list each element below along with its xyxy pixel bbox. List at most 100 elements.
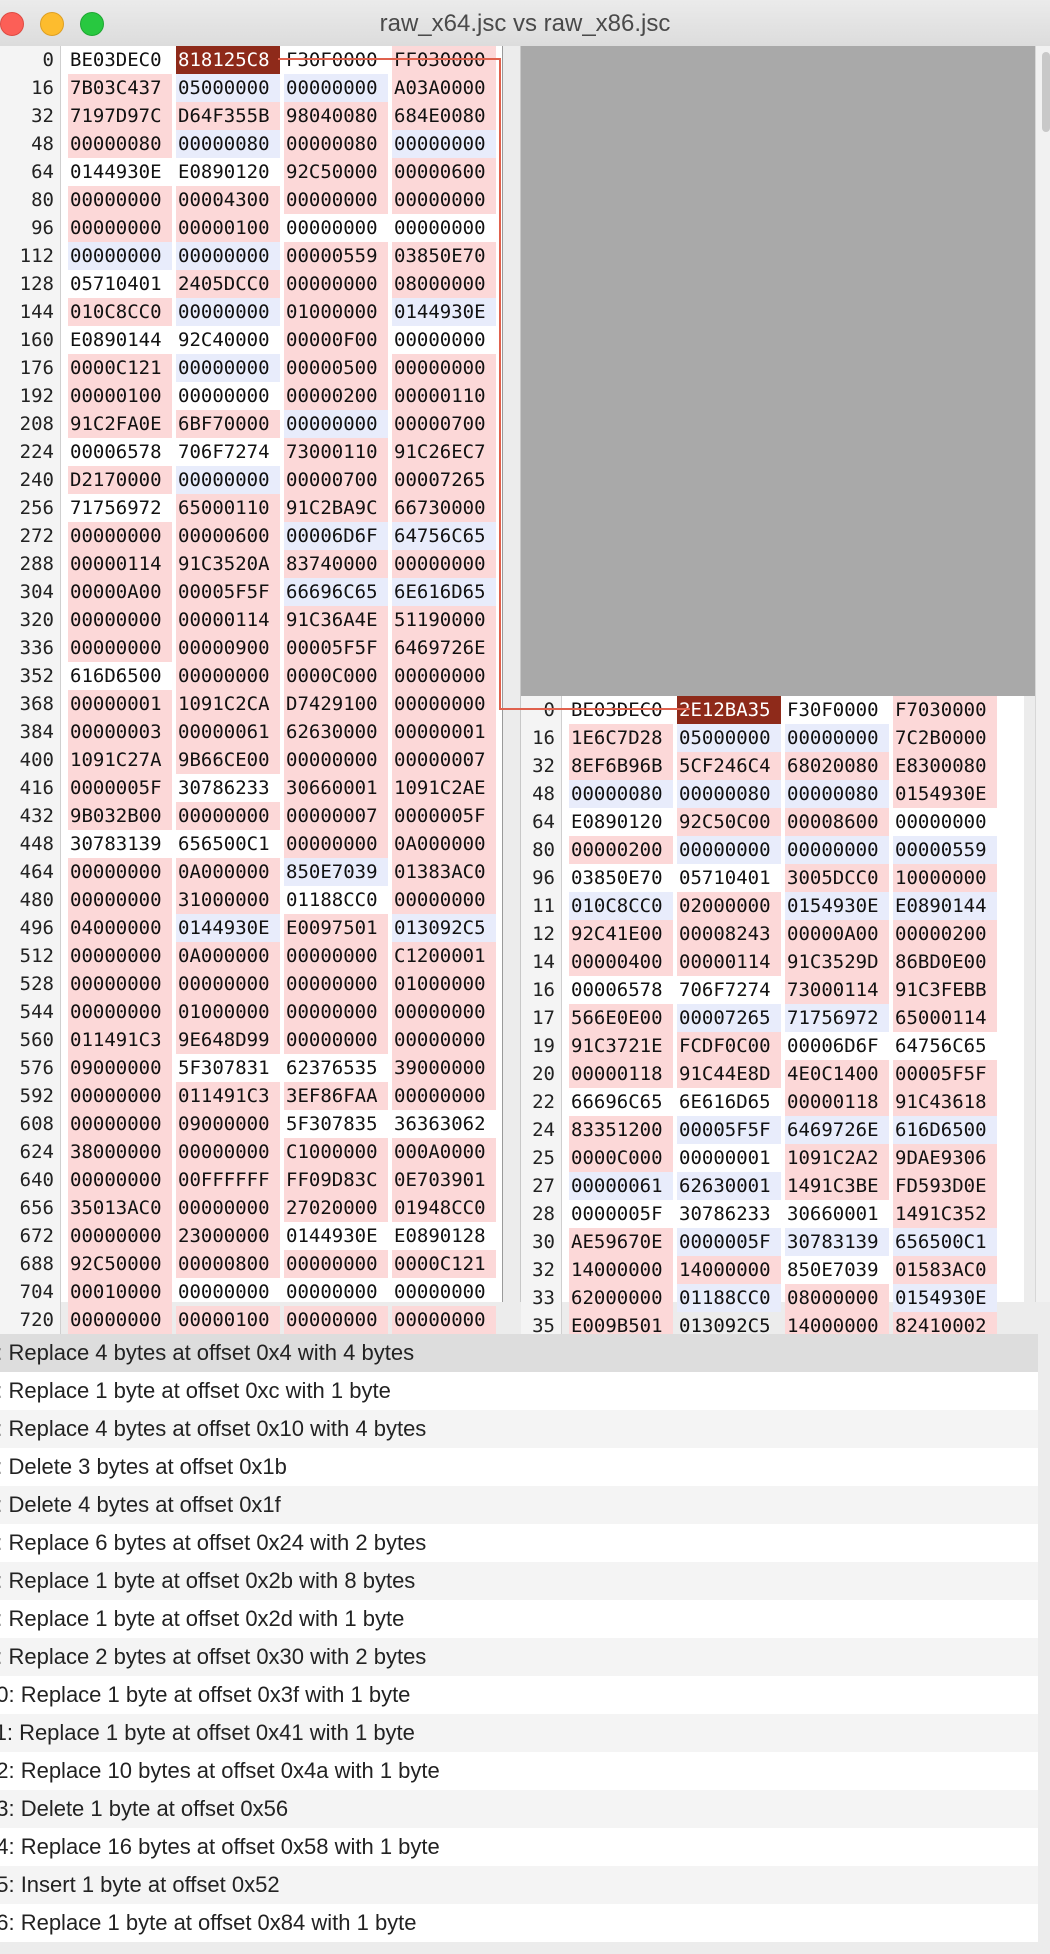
hex-word[interactable]: 0E703901 [392, 1166, 496, 1194]
hex-word[interactable]: 30783139 [70, 833, 162, 855]
hex-word[interactable]: 013092C5 [392, 914, 496, 942]
hex-row[interactable]: 592 00000000 011491C3 3EF86FAA 00000000 [0, 1082, 502, 1110]
hex-row[interactable]: 304 00000A00 00005F5F 66696C65 6E616D65 [0, 578, 502, 606]
hex-row[interactable]: 11 010C8CC0 02000000 0154930E E0890144 [521, 892, 1024, 920]
hex-word[interactable]: 00000007 [392, 746, 496, 774]
hex-word[interactable]: 00000000 [68, 606, 172, 634]
hex-row[interactable]: 400 1091C27A 9B66CE00 00000000 00000007 [0, 746, 502, 774]
hex-word[interactable]: 0144930E [286, 1225, 378, 1247]
hex-word[interactable]: 83740000 [284, 550, 388, 578]
hex-word[interactable]: 00000A00 [68, 578, 172, 606]
hex-word[interactable]: 27020000 [284, 1194, 388, 1222]
hex-word[interactable]: 00000600 [176, 522, 280, 550]
hex-word[interactable]: AE59670E [569, 1228, 673, 1256]
hex-word[interactable]: 09000000 [176, 1110, 280, 1138]
hex-word[interactable]: 31000000 [176, 886, 280, 914]
hex-word[interactable]: 0A000000 [392, 830, 496, 858]
hex-word[interactable]: 03850E70 [392, 242, 496, 270]
hex-row[interactable]: 27 00000061 62630001 1491C3BE FD593D0E [521, 1172, 1024, 1200]
hex-word[interactable]: 0000005F [68, 774, 172, 802]
hex-word[interactable]: 91C3FEBB [893, 976, 997, 1004]
hex-word[interactable]: 684E0080 [392, 102, 496, 130]
hex-row[interactable]: 19 91C3721E FCDF0C00 00006D6F 64756C65 [521, 1032, 1024, 1060]
hex-word[interactable]: 08000000 [392, 270, 496, 298]
hex-word[interactable]: 00000000 [394, 1281, 486, 1303]
hex-row[interactable]: 144 010C8CC0 00000000 01000000 0144930E [0, 298, 502, 326]
hex-row[interactable]: 64 E0890120 92C50C00 00008600 00000000 [521, 808, 1024, 836]
hex-word[interactable]: 00000000 [392, 130, 496, 158]
hex-row[interactable]: 624 38000000 00000000 C1000000 000A0000 [0, 1138, 502, 1166]
hex-word[interactable]: 00000200 [893, 920, 997, 948]
hex-row[interactable]: 368 00000001 1091C2CA D7429100 00000000 [0, 690, 502, 718]
hex-word[interactable]: 00000000 [176, 298, 280, 326]
hex-word[interactable]: 00005F5F [677, 1116, 781, 1144]
hex-row[interactable]: 112 00000000 00000000 00000559 03850E70 [0, 242, 502, 270]
hex-word[interactable]: 00000700 [284, 466, 388, 494]
hex-row[interactable]: 496 04000000 0144930E E0097501 013092C5 [0, 914, 502, 942]
hex-word[interactable]: 71756972 [70, 497, 162, 519]
hex-word[interactable]: 00000118 [785, 1088, 889, 1116]
left-hex-pane[interactable]: 0 BE03DEC0 818125C8 F30F0000 FF030000 16 7B03C… [0, 46, 503, 1334]
hex-word[interactable]: 00000000 [68, 1082, 172, 1110]
hex-row[interactable]: 208 91C2FA0E 6BF70000 00000000 00000700 [0, 410, 502, 438]
hex-word[interactable]: 00000500 [284, 354, 388, 382]
hex-word[interactable]: 64756C65 [392, 522, 496, 550]
hex-word[interactable]: 00000000 [677, 836, 781, 864]
hex-word[interactable]: 0154930E [893, 1284, 997, 1312]
hex-word[interactable]: 00000000 [68, 1222, 172, 1250]
hex-word[interactable]: 011491C3 [176, 1082, 280, 1110]
hex-word[interactable]: 00006578 [70, 441, 162, 463]
hex-word[interactable]: FCDF0C00 [677, 1032, 781, 1060]
hex-word[interactable]: 6469726E [785, 1116, 889, 1144]
close-window-button[interactable] [0, 12, 24, 36]
hex-word[interactable]: 14000000 [569, 1256, 673, 1284]
hex-word[interactable]: 91C3721E [569, 1032, 673, 1060]
hex-word[interactable]: 00006578 [571, 979, 663, 1001]
hex-word[interactable]: 30660001 [284, 774, 388, 802]
hex-row[interactable]: 240 D2170000 00000000 00000700 00007265 [0, 466, 502, 494]
hex-word[interactable]: 86BD0E00 [893, 948, 997, 976]
hex-row[interactable]: 22 66696C65 6E616D65 00000118 91C43618 [521, 1088, 1024, 1116]
hex-word[interactable]: 0000C121 [392, 1250, 496, 1278]
hex-row[interactable]: 32 8EF6B96B 5CF246C4 68020080 E8300080 [521, 752, 1024, 780]
vertical-scrollbar[interactable] [1035, 46, 1050, 1302]
hex-word[interactable]: 1491C352 [893, 1200, 997, 1228]
hex-word[interactable]: 00000000 [68, 214, 172, 242]
hex-row[interactable]: 80 00000200 00000000 00000000 00000559 [521, 836, 1024, 864]
hex-word[interactable]: FD593D0E [893, 1172, 997, 1200]
hex-word[interactable]: 91C2FA0E [68, 410, 172, 438]
hex-word[interactable]: F30F0000 [286, 49, 378, 71]
hex-word[interactable]: 6469726E [392, 634, 496, 662]
hex-word[interactable]: C1000000 [284, 1138, 388, 1166]
hex-word[interactable]: 6E616D65 [392, 578, 496, 606]
hex-word[interactable]: 30783139 [785, 1228, 889, 1256]
hex-word[interactable]: 73000110 [284, 438, 388, 466]
hex-word[interactable]: 91C3529D [785, 948, 889, 976]
hex-word[interactable]: 83351200 [569, 1116, 673, 1144]
hex-word[interactable]: F7030000 [893, 696, 997, 724]
hex-word[interactable]: 92C50000 [284, 158, 388, 186]
hex-word[interactable]: 91C43618 [893, 1088, 997, 1116]
hex-row[interactable]: 48 00000080 00000080 00000080 0154930E [521, 780, 1024, 808]
hex-word[interactable]: 01000000 [176, 998, 280, 1026]
right-hex-pane[interactable]: 0 BE03DEC0 2E12BA35 F30F0000 F7030000 16 1E6C7… [521, 696, 1024, 1340]
hex-word[interactable]: 00000000 [284, 1026, 388, 1054]
hex-word[interactable]: 000A0000 [392, 1138, 496, 1166]
hex-row[interactable]: 288 00000114 91C3520A 83740000 00000000 [0, 550, 502, 578]
hex-word[interactable]: 00000080 [68, 130, 172, 158]
hex-word[interactable]: 00000110 [392, 382, 496, 410]
diff-list-item[interactable]: 9: Replace 2 bytes at offset 0x30 with 2… [0, 1638, 1038, 1676]
hex-word[interactable]: 00006D6F [284, 522, 388, 550]
hex-word[interactable]: 4E0C1400 [785, 1060, 889, 1088]
diff-list-item[interactable]: 1: Replace 4 bytes at offset 0x4 with 4 … [0, 1334, 1038, 1372]
hex-word[interactable]: 1091C2CA [176, 690, 280, 718]
hex-row[interactable]: 560 011491C3 9E648D99 00000000 00000000 [0, 1026, 502, 1054]
hex-word[interactable]: 00000900 [176, 634, 280, 662]
hex-word[interactable]: 00005F5F [893, 1060, 997, 1088]
hex-row[interactable]: 608 00000000 09000000 5F307835 36363062 [0, 1110, 502, 1138]
hex-row[interactable]: 448 30783139 656500C1 00000000 0A000000 [0, 830, 502, 858]
hex-word[interactable]: 0A000000 [176, 858, 280, 886]
diff-list-item[interactable]: 4: Delete 3 bytes at offset 0x1b [0, 1448, 1038, 1486]
hex-word[interactable]: 00000400 [569, 948, 673, 976]
hex-row[interactable]: 656 35013AC0 00000000 27020000 01948CC0 [0, 1194, 502, 1222]
